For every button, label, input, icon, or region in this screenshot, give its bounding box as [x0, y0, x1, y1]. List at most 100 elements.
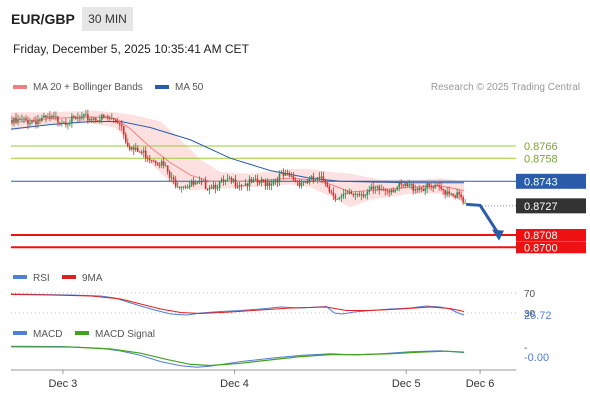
candle-body [97, 120, 99, 122]
candle-body [41, 117, 43, 121]
candle-body [356, 194, 359, 195]
candle-body [330, 191, 333, 193]
rsi-line [10, 293, 465, 316]
candle-body [294, 179, 297, 181]
rsi-legend-swatch [13, 275, 27, 279]
candle-body [79, 117, 81, 119]
candle-body [414, 189, 417, 191]
candle-body [65, 122, 67, 125]
candle-body [83, 114, 85, 117]
candle-body [252, 179, 255, 183]
candle-body [358, 194, 361, 196]
candle-body [440, 186, 442, 189]
candle-body [354, 194, 357, 196]
candle-body [156, 163, 159, 165]
candle-body [172, 177, 175, 180]
candle-body [260, 179, 263, 183]
candle-body [25, 118, 27, 121]
candle-body [398, 183, 401, 188]
candle-body [426, 183, 428, 189]
candle-body [55, 116, 57, 118]
candle-body [160, 161, 163, 166]
candle-body [214, 184, 217, 189]
candle-body [328, 186, 331, 192]
bollinger-band [11, 110, 465, 208]
candle-body [458, 192, 460, 195]
candle-body [248, 178, 251, 187]
candle-body [438, 185, 440, 187]
candle-body [304, 181, 307, 183]
candle-body [416, 189, 418, 191]
candle-body [37, 120, 39, 125]
candle-body [324, 180, 327, 183]
candle-body [336, 198, 339, 200]
candle-body [408, 184, 411, 187]
candle-body [250, 178, 253, 183]
candle-body [202, 180, 205, 182]
candle-body [164, 165, 167, 167]
candle-body [242, 185, 245, 187]
candle-body [262, 179, 265, 182]
candle-body [59, 122, 61, 124]
candle-body [118, 123, 121, 125]
ma20-legend-label: MA 20 + Bollinger Bands [33, 82, 143, 93]
candle-body [220, 179, 223, 182]
candle-body [29, 122, 31, 125]
candle-body [316, 177, 319, 181]
candle-body [454, 195, 456, 198]
candle-body [368, 189, 371, 192]
candle-body [192, 181, 195, 185]
projection-arrowhead [492, 229, 505, 241]
candle-body [23, 118, 25, 120]
candle-body [21, 119, 23, 121]
candle-body [428, 183, 430, 187]
level-tag-0.8700 [516, 241, 586, 254]
candle-body [436, 185, 438, 187]
candle-body [456, 192, 458, 198]
rsi-legend-label: RSI [33, 273, 50, 284]
timeframe-badge[interactable] [82, 7, 133, 31]
rsi-ma-legend-label: 9MA [82, 273, 103, 284]
candle-body [246, 183, 249, 187]
candle-body [360, 194, 363, 196]
macd-panel: --0.00 [10, 343, 549, 368]
candle-body [462, 197, 464, 203]
candle-body [111, 118, 113, 119]
candle-body [228, 177, 231, 180]
rsi-ma-legend-swatch [62, 275, 76, 279]
candle-body [53, 115, 55, 117]
candle-body [464, 202, 466, 204]
candle-body [212, 184, 215, 189]
candle-body [198, 181, 201, 183]
candle-body [170, 177, 173, 179]
candle-body [136, 147, 139, 152]
candle-body [312, 176, 315, 181]
candle-body [103, 114, 105, 118]
candle-body [380, 189, 383, 191]
ma50-legend-swatch [155, 85, 169, 89]
macd-signal-line [10, 346, 465, 367]
candle-body [47, 116, 49, 118]
level-label-0.8700: 0.8700 [524, 242, 558, 254]
candle-body [392, 189, 395, 192]
candle-body [350, 191, 353, 195]
candle-body [412, 184, 415, 191]
candle-body [138, 151, 141, 153]
candle-body [230, 177, 233, 182]
level-label-0.8743: 0.8743 [524, 176, 558, 188]
candle-body [434, 185, 436, 188]
candle-body [254, 178, 257, 180]
level-tag-0.8727 [516, 198, 586, 214]
candle-body [338, 197, 341, 199]
candle-body [418, 187, 420, 191]
candle-body [340, 196, 343, 198]
level-label-0.8708: 0.8708 [524, 230, 558, 242]
candle-body [244, 183, 247, 186]
level-tag-0.8743 [516, 173, 586, 189]
candle-body [430, 186, 432, 188]
candle-body [73, 116, 75, 117]
candle-body [382, 189, 385, 191]
candle-body [190, 181, 193, 186]
candle-body [410, 184, 413, 185]
